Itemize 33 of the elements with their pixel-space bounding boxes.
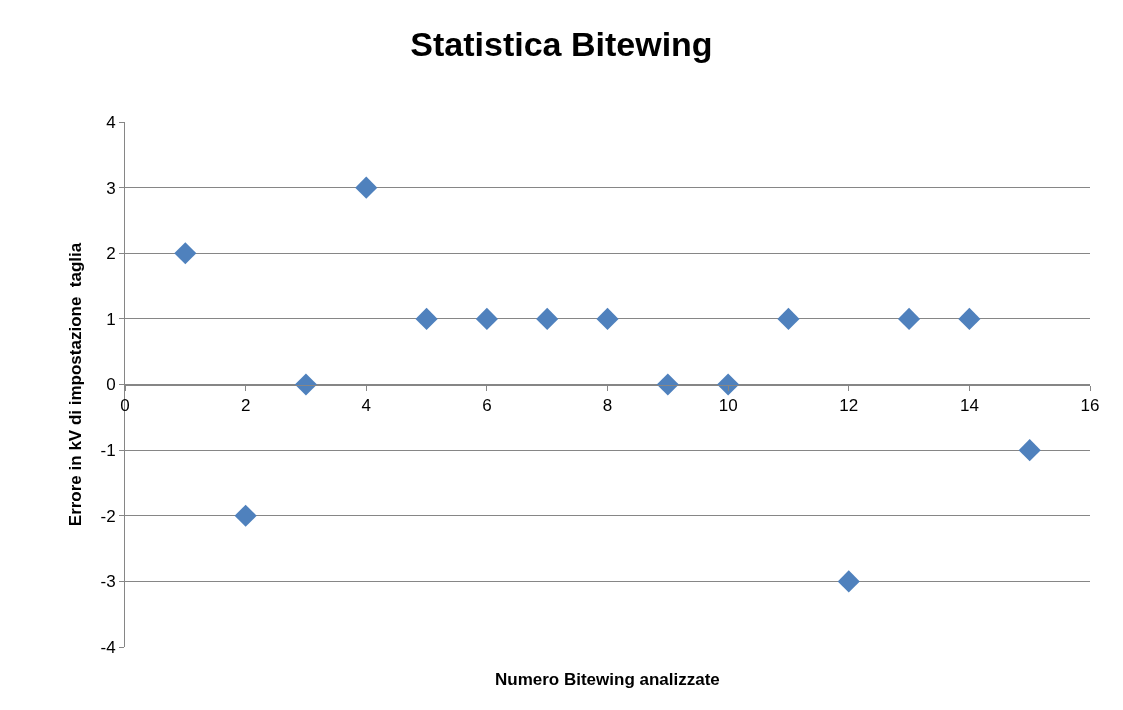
point [475,307,498,330]
x-tick-label: 4 [361,395,371,415]
x-tick-label: 16 [1080,395,1100,415]
point [415,307,438,330]
point [1018,439,1041,462]
x-tick-label: 6 [482,395,492,415]
y-axis-title: Errore in kV di impostazione taglia [66,242,86,527]
point [536,307,559,330]
point [777,307,800,330]
y-tick-label: -4 [100,637,116,657]
y-tick-label: 1 [106,309,116,329]
y-tick-label: -1 [100,441,116,461]
point [234,504,257,527]
y-tick-label: 2 [106,244,116,264]
x-tick-label: 8 [602,395,613,415]
point [958,307,981,330]
y-tick-label: -2 [100,506,116,526]
point [355,176,378,199]
x-tick-label: 14 [959,395,979,415]
x-tick-label: 12 [839,395,859,415]
y-tick-label: 3 [106,178,116,198]
chart-title: Statistica Bitewing [410,24,713,63]
y-tick-label: -3 [100,572,116,592]
point [596,307,619,330]
point [174,242,197,265]
x-tick-label: 2 [240,395,251,415]
x-tick-label: 10 [718,395,738,415]
point [837,570,860,593]
y-tick-label: 4 [106,112,116,132]
point [898,307,921,330]
y-tick-label: 0 [106,375,116,395]
x-tick-label: 0 [120,395,130,415]
x-axis-title: Numero Bitewing analizzate [495,670,720,689]
